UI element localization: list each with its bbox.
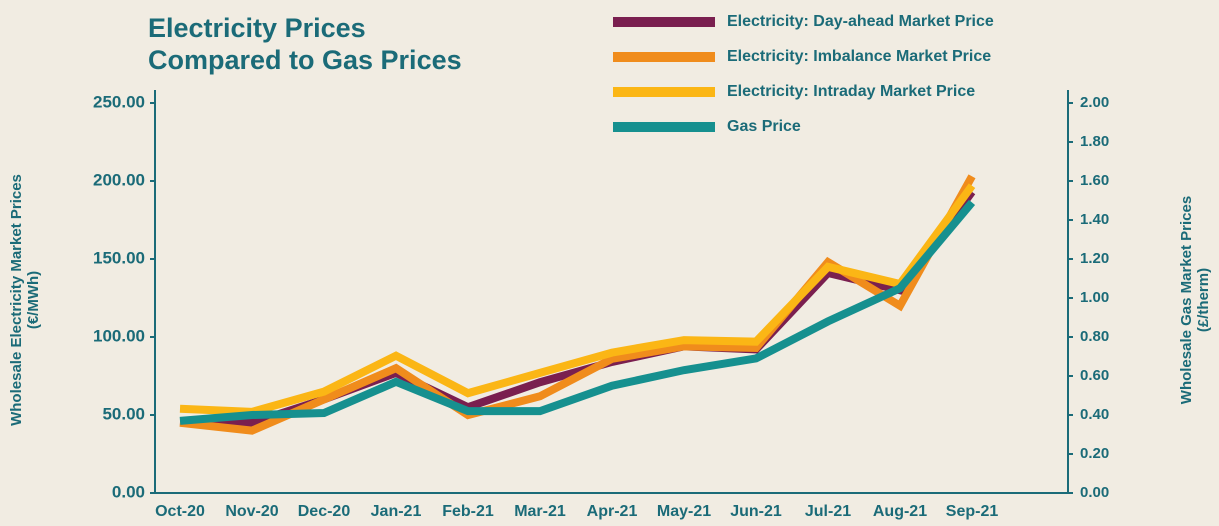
y2-tick-label: 1.00 (1080, 289, 1109, 306)
chart-title: Electricity Prices (148, 13, 366, 43)
legend-label: Electricity: Intraday Market Price (727, 83, 975, 100)
series-line (179, 174, 976, 435)
x-tick-label: Feb-21 (442, 503, 494, 520)
y2-axis-label: (£/therm) (1195, 268, 1212, 332)
x-tick-label: Sep-21 (946, 503, 999, 520)
x-tick-label: Mar-21 (514, 503, 566, 520)
x-tick-label: Dec-20 (298, 503, 351, 520)
y2-axis-label: Wholesale Gas Market Prices (1178, 196, 1195, 404)
y-tick-label: 0.00 (112, 482, 145, 501)
x-tick-label: Nov-20 (225, 503, 278, 520)
legend-label: Gas Price (727, 118, 801, 135)
x-tick-label: Apr-21 (587, 503, 638, 520)
x-tick-label: Jul-21 (805, 503, 851, 520)
y2-tick-label: 0.60 (1080, 367, 1109, 384)
x-tick-label: Jun-21 (730, 503, 782, 520)
y2-tick-label: 1.20 (1080, 250, 1109, 267)
y-axis-label: (€/MWh) (25, 271, 42, 329)
y2-tick-label: 2.00 (1080, 94, 1109, 111)
chart-title: Compared to Gas Prices (148, 45, 462, 75)
x-tick-label: Oct-20 (155, 503, 205, 520)
series-line (179, 199, 976, 425)
legend-label: Electricity: Imbalance Market Price (727, 48, 991, 65)
series-line (179, 183, 976, 416)
x-tick-label: Jan-21 (371, 503, 422, 520)
y2-tick-label: 0.80 (1080, 328, 1109, 345)
y2-tick-label: 0.40 (1080, 406, 1109, 423)
y2-tick-label: 1.60 (1080, 172, 1109, 189)
y2-tick-label: 0.00 (1080, 484, 1109, 501)
y2-tick-label: 0.20 (1080, 445, 1109, 462)
y-tick-label: 100.00 (93, 326, 145, 345)
y-tick-label: 250.00 (93, 92, 145, 111)
y-tick-label: 150.00 (93, 248, 145, 267)
x-tick-label: Aug-21 (873, 503, 927, 520)
y2-tick-label: 1.80 (1080, 133, 1109, 150)
y-axis-label: Wholesale Electricity Market Prices (8, 174, 25, 426)
y-tick-label: 50.00 (102, 404, 145, 423)
legend-label: Electricity: Day-ahead Market Price (727, 13, 994, 30)
y-tick-label: 200.00 (93, 170, 145, 189)
y2-tick-label: 1.40 (1080, 211, 1109, 228)
x-tick-label: May-21 (657, 503, 711, 520)
